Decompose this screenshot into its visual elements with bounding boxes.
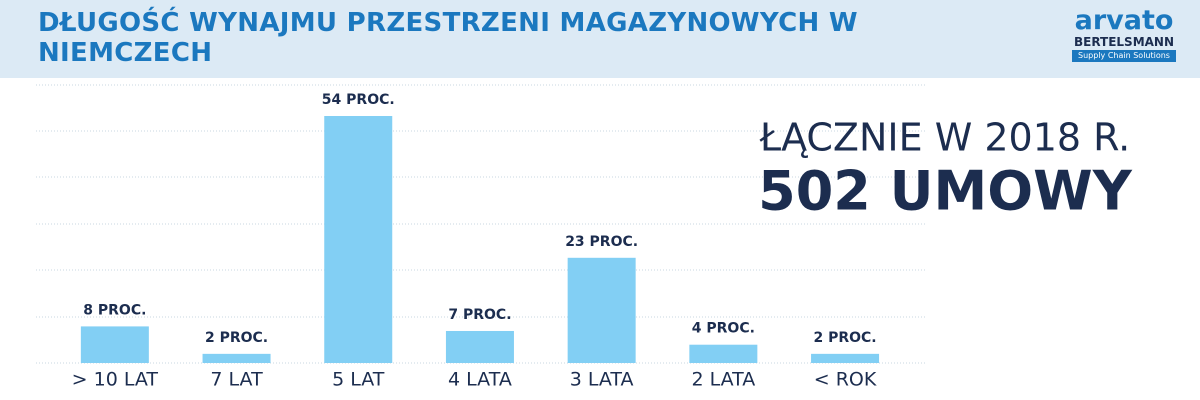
value-label: 4 PROC. [692, 321, 755, 337]
x-tick-label: 3 LATA [570, 369, 634, 391]
header: DŁUGOŚĆ WYNAJMU PRZESTRZENI MAGAZYNOWYCH… [0, 0, 1200, 78]
x-tick-label: 4 LATA [448, 369, 512, 391]
logo: arvato BERTELSMANN Supply Chain Solution… [1072, 5, 1176, 62]
annotation: ŁĄCZNIE W 2018 R. [759, 116, 1131, 160]
value-label: 8 PROC. [83, 302, 146, 318]
bar [811, 353, 880, 363]
x-tick-label: < ROK [814, 369, 877, 391]
x-tick-label: 7 LAT [210, 369, 263, 391]
annotation: 502 UMOWY [758, 160, 1133, 223]
value-label: 7 PROC. [448, 307, 511, 323]
value-label: 54 PROC. [322, 92, 395, 108]
chart-title: DŁUGOŚĆ WYNAJMU PRZESTRZENI MAGAZYNOWYCH… [38, 8, 858, 68]
bar [689, 344, 758, 363]
bar [202, 353, 271, 363]
value-label: 23 PROC. [565, 234, 638, 250]
logo-name: arvato [1074, 5, 1174, 36]
value-label: 2 PROC. [813, 330, 876, 346]
bar [567, 257, 636, 363]
bar [80, 326, 149, 363]
bar [324, 116, 393, 363]
logo-tagline: Supply Chain Solutions [1072, 50, 1176, 62]
bar [445, 330, 514, 363]
x-tick-label: > 10 LAT [72, 369, 159, 391]
x-tick-label: 5 LAT [332, 369, 385, 391]
logo-brand: BERTELSMANN [1073, 35, 1175, 49]
value-label: 2 PROC. [205, 330, 268, 346]
x-tick-label: 2 LATA [691, 369, 755, 391]
